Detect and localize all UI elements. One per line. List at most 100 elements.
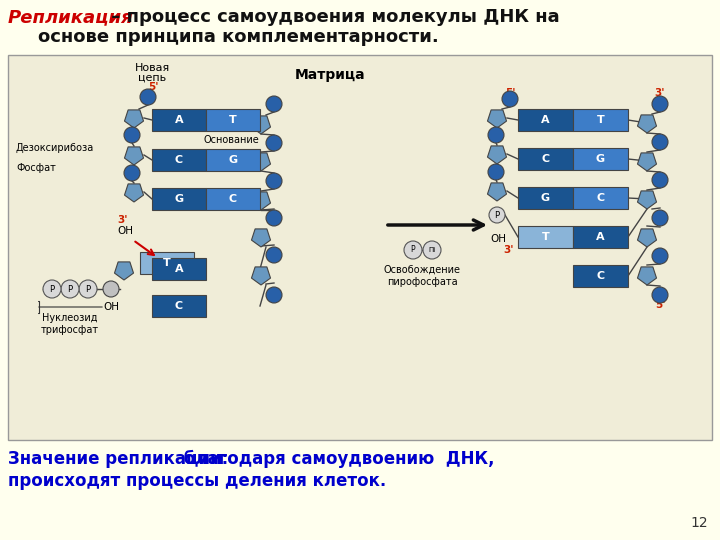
Bar xyxy=(206,109,260,131)
Text: A: A xyxy=(175,264,184,274)
Bar xyxy=(206,149,260,171)
Text: 5': 5' xyxy=(148,82,158,92)
Text: Нуклеозид
трифосфат: Нуклеозид трифосфат xyxy=(41,313,99,335)
Text: T: T xyxy=(229,115,237,125)
Text: A: A xyxy=(541,115,550,125)
Text: Р: Р xyxy=(495,211,500,219)
Polygon shape xyxy=(637,191,657,209)
Circle shape xyxy=(103,281,119,297)
Text: 12: 12 xyxy=(690,516,708,530)
Text: 5': 5' xyxy=(505,88,516,98)
Text: – процесс самоудвоения молекулы ДНК на: – процесс самоудвоения молекулы ДНК на xyxy=(105,8,559,26)
Circle shape xyxy=(488,127,504,143)
Text: Пi: Пi xyxy=(428,247,436,253)
Text: основе принципа комплементарности.: основе принципа комплементарности. xyxy=(38,28,438,46)
Bar xyxy=(152,149,206,171)
Polygon shape xyxy=(251,267,271,285)
Circle shape xyxy=(43,280,61,298)
Text: Освобождение
пирофосфата: Освобождение пирофосфата xyxy=(384,265,461,287)
Text: ОН: ОН xyxy=(490,234,506,244)
Circle shape xyxy=(266,287,282,303)
Text: 3': 3' xyxy=(118,215,128,225)
Text: C: C xyxy=(229,194,237,204)
Text: C: C xyxy=(175,155,183,165)
Text: G: G xyxy=(228,155,238,165)
Bar xyxy=(518,226,573,248)
Text: Репликация: Репликация xyxy=(8,8,134,26)
Circle shape xyxy=(502,91,518,107)
Circle shape xyxy=(652,172,668,188)
Polygon shape xyxy=(637,115,657,133)
Bar xyxy=(573,226,628,248)
Text: Значение репликации:: Значение репликации: xyxy=(8,450,228,468)
Circle shape xyxy=(124,127,140,143)
Text: Новая: Новая xyxy=(135,63,170,73)
Circle shape xyxy=(124,165,140,181)
Circle shape xyxy=(652,287,668,303)
Bar xyxy=(152,188,206,210)
Bar xyxy=(518,187,573,209)
Text: благодаря самоудвоению  ДНК,: благодаря самоудвоению ДНК, xyxy=(178,450,495,468)
Text: 3': 3' xyxy=(654,88,665,98)
Text: ОН: ОН xyxy=(103,302,119,312)
Circle shape xyxy=(488,164,504,180)
Circle shape xyxy=(140,89,156,105)
Circle shape xyxy=(652,210,668,226)
Bar xyxy=(8,55,712,440)
Polygon shape xyxy=(125,147,143,165)
Text: P: P xyxy=(68,285,73,294)
Text: G: G xyxy=(541,193,550,203)
Circle shape xyxy=(61,280,79,298)
Circle shape xyxy=(652,96,668,112)
Polygon shape xyxy=(487,183,506,201)
Text: происходят процессы деления клеток.: происходят процессы деления клеток. xyxy=(8,472,386,490)
Text: T: T xyxy=(597,115,604,125)
Circle shape xyxy=(266,135,282,151)
Text: 5': 5' xyxy=(654,300,665,310)
Text: Фосфат: Фосфат xyxy=(16,163,56,173)
Polygon shape xyxy=(637,267,657,285)
Text: A: A xyxy=(596,232,605,242)
Circle shape xyxy=(423,241,441,259)
Polygon shape xyxy=(251,116,271,134)
Circle shape xyxy=(652,248,668,264)
Text: G: G xyxy=(174,194,184,204)
Text: цепь: цепь xyxy=(138,73,166,83)
Bar xyxy=(573,109,628,131)
Text: Дезоксирибоза: Дезоксирибоза xyxy=(16,143,94,153)
Bar xyxy=(518,109,573,131)
Text: ОН: ОН xyxy=(117,226,133,236)
Polygon shape xyxy=(125,184,143,202)
Text: Матрица: Матрица xyxy=(295,68,366,82)
Text: P: P xyxy=(50,285,55,294)
Circle shape xyxy=(266,247,282,263)
Text: C: C xyxy=(596,271,605,281)
Circle shape xyxy=(404,241,422,259)
Text: C: C xyxy=(541,154,549,164)
Bar xyxy=(206,188,260,210)
Text: P: P xyxy=(86,285,91,294)
Bar xyxy=(152,258,206,280)
Polygon shape xyxy=(251,192,271,210)
Text: 3': 3' xyxy=(504,245,514,255)
Circle shape xyxy=(266,210,282,226)
Circle shape xyxy=(79,280,97,298)
Polygon shape xyxy=(114,262,133,280)
Bar xyxy=(573,148,628,170)
Polygon shape xyxy=(487,146,506,164)
Text: G: G xyxy=(596,154,605,164)
Text: T: T xyxy=(163,258,171,268)
Polygon shape xyxy=(637,153,657,171)
Text: Р: Р xyxy=(410,246,415,254)
Polygon shape xyxy=(251,153,271,171)
Polygon shape xyxy=(637,229,657,247)
Circle shape xyxy=(489,207,505,223)
Bar xyxy=(518,148,573,170)
Circle shape xyxy=(266,96,282,112)
Bar xyxy=(140,252,194,274)
Text: T: T xyxy=(541,232,549,242)
Bar xyxy=(152,109,206,131)
Text: C: C xyxy=(596,193,605,203)
Text: Основание: Основание xyxy=(203,135,258,145)
Polygon shape xyxy=(125,110,143,128)
